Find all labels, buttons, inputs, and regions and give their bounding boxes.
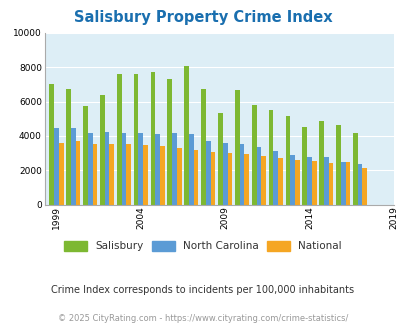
Bar xyxy=(201,89,205,205)
Bar xyxy=(87,133,92,205)
Bar xyxy=(150,73,155,205)
Bar xyxy=(75,141,80,205)
Bar xyxy=(104,132,109,205)
Bar xyxy=(49,84,54,205)
Bar xyxy=(227,153,232,205)
Bar xyxy=(100,95,104,205)
Text: Salisbury Property Crime Index: Salisbury Property Crime Index xyxy=(73,10,332,25)
Bar xyxy=(54,128,59,205)
Bar xyxy=(71,128,75,205)
Bar xyxy=(126,144,131,205)
Bar xyxy=(260,156,265,205)
Bar xyxy=(244,154,249,205)
Bar xyxy=(160,146,164,205)
Bar xyxy=(345,162,350,205)
Bar xyxy=(294,160,299,205)
Bar xyxy=(117,74,121,205)
Bar xyxy=(59,143,64,205)
Bar xyxy=(83,106,87,205)
Bar xyxy=(256,147,260,205)
Bar xyxy=(352,133,357,205)
Bar xyxy=(268,110,273,205)
Bar xyxy=(323,157,328,205)
Text: © 2025 CityRating.com - https://www.cityrating.com/crime-statistics/: © 2025 CityRating.com - https://www.city… xyxy=(58,314,347,323)
Bar xyxy=(251,105,256,205)
Legend: Salisbury, North Carolina, National: Salisbury, North Carolina, National xyxy=(60,237,345,255)
Bar xyxy=(285,116,290,205)
Bar xyxy=(306,156,311,205)
Bar xyxy=(133,74,138,205)
Bar xyxy=(311,161,316,205)
Bar xyxy=(357,164,362,205)
Bar xyxy=(138,133,143,205)
Bar xyxy=(239,144,244,205)
Bar xyxy=(167,79,172,205)
Bar xyxy=(290,155,294,205)
Bar xyxy=(172,133,177,205)
Bar xyxy=(155,134,160,205)
Text: Crime Index corresponds to incidents per 100,000 inhabitants: Crime Index corresponds to incidents per… xyxy=(51,285,354,295)
Bar xyxy=(193,150,198,205)
Bar xyxy=(217,113,222,205)
Bar xyxy=(92,144,97,205)
Bar xyxy=(328,163,333,205)
Bar xyxy=(121,133,126,205)
Bar xyxy=(335,125,340,205)
Bar xyxy=(222,143,227,205)
Bar xyxy=(189,134,193,205)
Bar xyxy=(66,89,71,205)
Bar xyxy=(184,66,189,205)
Bar xyxy=(273,150,277,205)
Bar xyxy=(277,158,282,205)
Bar xyxy=(362,168,366,205)
Bar xyxy=(340,162,345,205)
Bar xyxy=(143,146,147,205)
Bar xyxy=(318,120,323,205)
Bar xyxy=(205,141,210,205)
Bar xyxy=(109,144,114,205)
Bar xyxy=(177,148,181,205)
Bar xyxy=(210,152,215,205)
Bar xyxy=(234,90,239,205)
Bar xyxy=(302,126,306,205)
